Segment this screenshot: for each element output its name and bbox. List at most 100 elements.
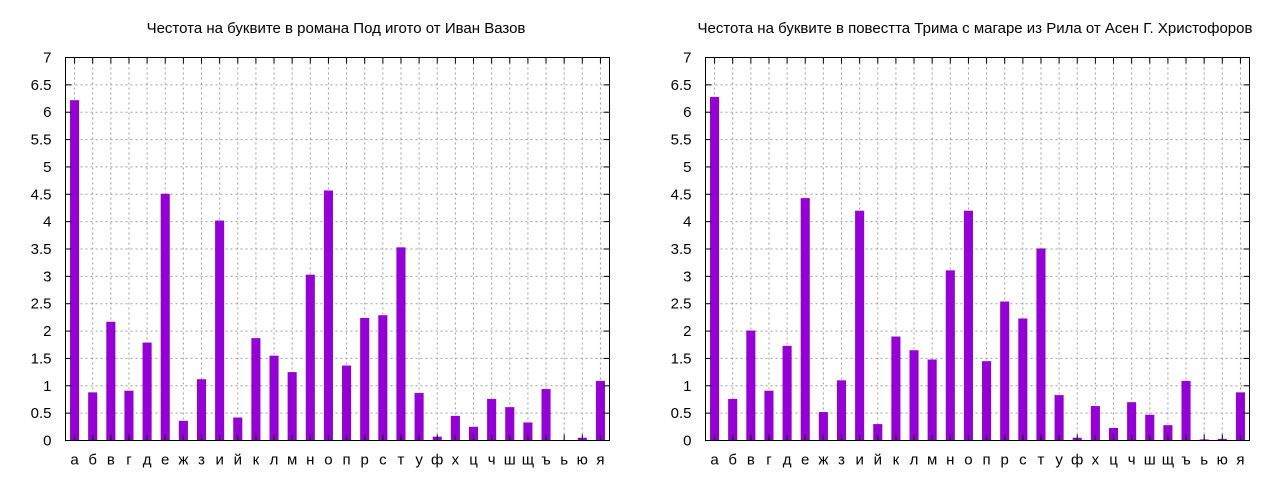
bar-16 [982,361,992,441]
y-tick-label: 0.5 [671,405,692,422]
y-tick-label: 7 [683,50,691,67]
x-tick-label: з [838,452,845,469]
x-tick-label: т [398,452,405,469]
grid [705,57,1250,441]
bar-2 [88,392,98,441]
x-tick-label: д [783,452,792,469]
chart-title: Честота на буквите в романа Под игото от… [147,20,526,37]
y-tick-label: 2.5 [671,296,692,313]
x-tick-label: б [88,452,97,469]
y-tick-label: 1.5 [671,350,692,367]
bar-30 [1235,392,1245,441]
y-tick-label: 0 [683,433,691,450]
bar-18 [378,315,388,441]
y-tick-label: 6 [683,104,691,121]
bar-2 [728,398,738,441]
x-tick-label: ю [1217,452,1228,469]
x-tick-label: ц [469,452,478,469]
x-tick-label: х [1092,452,1100,469]
bar-3 [746,330,756,441]
x-tick-label: р [1001,452,1009,469]
bar-23 [468,426,479,441]
bar-5 [142,342,152,441]
x-tick-label: ф [431,452,443,469]
bar-11 [251,338,261,441]
bar-9 [215,220,225,441]
y-tick-labels: 0 0.5 1 1.5 2 2.5 3 3.5 4 4.5 5 5.5 6 6.5 7 [671,50,692,450]
bar-3 [106,321,116,441]
bar-18 [1018,318,1028,441]
bar-4 [764,390,774,441]
bar-23 [1108,427,1119,441]
x-tick-label: у [415,452,423,469]
x-tick-label: а [710,452,719,469]
bar-12 [909,350,919,441]
bar-17 [360,317,370,441]
bar-20 [414,392,424,441]
y-tick-label: 2 [43,323,51,340]
x-tick-label: в [107,452,115,469]
bar-7 [818,412,828,441]
x-tick-label: л [270,452,279,469]
x-tick-label: ь [1200,452,1208,469]
bar-22 [1090,406,1100,441]
y-tick-label: 1 [683,378,691,395]
x-tick-label: ь [560,452,568,469]
bar-8 [196,379,207,441]
bar-5 [782,345,792,441]
y-tick-labels: 0 0.5 1 1.5 2 2.5 3 3.5 4 4.5 5 5.5 6 6.5 7 [31,50,52,450]
chart-title: Честота на буквите в повестта Трима с ма… [698,20,1253,37]
y-tick-label: 7 [43,50,51,67]
y-tick-label: 1 [43,378,51,395]
y-tick-label: 5.5 [31,132,52,149]
y-tick-label: 3.5 [31,241,52,258]
x-tick-label: ф [1071,452,1083,469]
y-tick-label: 4 [43,214,51,231]
bar-26 [523,422,533,441]
tick-marks [705,57,1250,441]
x-tick-label: ш [1144,452,1156,469]
bar-9 [855,210,865,441]
x-tick-label: е [801,452,809,469]
x-tick-label: с [1019,452,1027,469]
x-tick-label: я [1236,452,1244,469]
x-tick-label: м [287,452,297,469]
x-tick-label: н [306,452,314,469]
x-tick-label: ъ [541,452,550,469]
bars [70,100,605,441]
bar-25 [505,407,515,441]
y-tick-label: 6.5 [31,77,52,94]
y-tick-label: 0.5 [31,405,52,422]
bar-30 [595,380,605,441]
y-tick-label: 6 [43,104,51,121]
x-tick-label: р [361,452,369,469]
x-tick-label: п [983,452,991,469]
bar-15 [323,190,333,441]
bar-24 [1127,402,1137,441]
bar-26 [1163,425,1173,441]
bar-17 [1000,301,1010,441]
x-tick-label: я [596,452,604,469]
bar-1 [70,100,80,441]
y-tick-label: 3 [43,268,51,285]
x-tick-label: в [747,452,755,469]
chart-pod-igoto: Честота на буквите в романа Под игото от… [31,20,610,469]
y-tick-label: 5 [43,159,51,176]
x-tick-label: й [874,452,882,469]
x-tick-label: ю [577,452,588,469]
bar-7 [178,420,188,441]
x-tick-label: щ [1162,452,1174,469]
x-tick-label: б [728,452,737,469]
bar-14 [945,270,955,441]
bar-24 [487,398,497,441]
bar-13 [287,372,297,441]
x-tick-label: о [964,452,972,469]
x-tick-label: к [253,452,260,469]
x-tick-label: и [215,452,223,469]
x-tick-label: г [126,452,132,469]
bar-10 [873,424,883,441]
y-tick-label: 4 [683,214,691,231]
